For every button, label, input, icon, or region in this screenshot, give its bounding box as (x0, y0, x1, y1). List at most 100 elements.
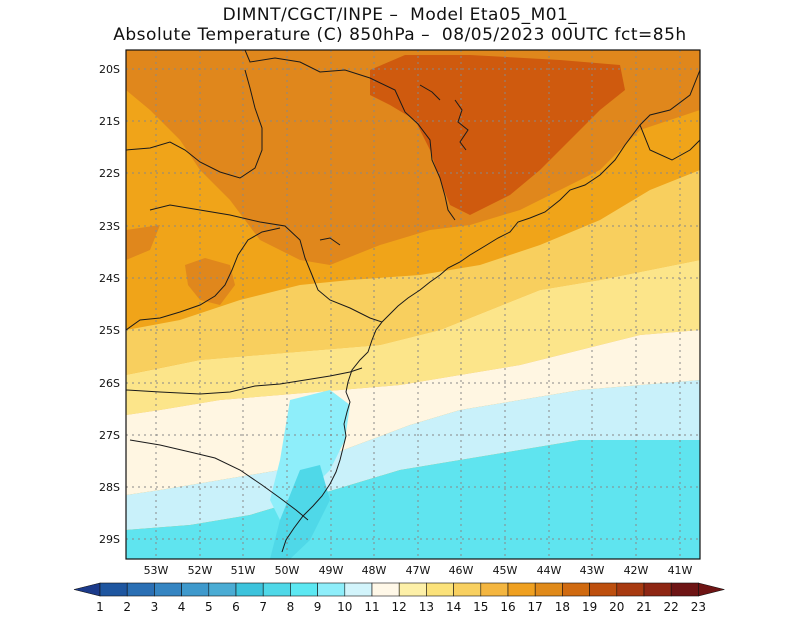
colorbar-label: 3 (151, 600, 159, 614)
colorbar-label: 14 (446, 600, 461, 614)
colorbar-label: 23 (691, 600, 706, 614)
lat-label: 23S (99, 220, 120, 233)
colorbar-segment (371, 582, 400, 597)
lon-label: 52W (188, 564, 213, 577)
border-sp-pr (149, 204, 383, 323)
border-pr-sc (126, 367, 363, 395)
colorbar-label: 13 (419, 600, 434, 614)
colorbar-segment (670, 582, 699, 597)
field-11c (126, 380, 700, 530)
coastline-and-borders (126, 50, 700, 553)
border-ms-pr (126, 227, 281, 331)
colorbar-segment (154, 582, 182, 597)
colorbar-label: 10 (337, 600, 352, 614)
colorbar-arrow-high (698, 582, 725, 597)
lon-label: 46W (449, 564, 474, 577)
reservoir-3 (319, 237, 341, 246)
border-sc-rs (129, 439, 309, 521)
border-mg-sp (244, 50, 456, 221)
colorbar-arrow-low (73, 582, 101, 597)
colorbar-label: 9 (314, 600, 322, 614)
border-west (126, 69, 263, 179)
lon-label: 51W (231, 564, 256, 577)
lon-label: 49W (319, 564, 344, 577)
colorbar-segment (426, 582, 454, 597)
chart-title-line-1: DIMNT/CGCT/INPE – Model Eta05_M01_ (222, 5, 578, 25)
latitude-axis: 20S 21S 22S 23S 24S 25S 26S 27S 28S 29S (99, 63, 120, 546)
colorbar-segment (317, 582, 346, 597)
colorbar-segment (480, 582, 509, 597)
colorbar-segment (181, 582, 210, 597)
colorbar-label: 19 (582, 600, 597, 614)
colorbar-label: 8 (287, 600, 295, 614)
field-12c (126, 330, 700, 495)
colorbar-label: 6 (232, 600, 240, 614)
coastline (281, 69, 700, 553)
lat-label: 22S (99, 167, 120, 180)
lon-label: 41W (668, 564, 693, 577)
colorbar: 1 2 3 4 5 6 7 8 9 10 11 12 13 14 15 16 17 18 19 20 21 22 23 (73, 582, 725, 614)
colorbar-segment (290, 582, 318, 597)
lat-label: 28S (99, 481, 120, 494)
colorbar-segment (99, 582, 128, 597)
lon-label: 43W (580, 564, 605, 577)
colorbar-label: 15 (473, 600, 488, 614)
colorbar-label: 21 (636, 600, 651, 614)
lat-label: 25S (99, 324, 120, 337)
temperature-field (126, 50, 700, 559)
longitude-axis: 53W 52W 51W 50W 49W 48W 47W 46W 45W 44W … (144, 564, 693, 577)
field-18c-west (185, 258, 235, 305)
colorbar-label: 12 (392, 600, 407, 614)
lat-label: 24S (99, 272, 120, 285)
colorbar-segment (534, 582, 563, 597)
lon-label: 45W (493, 564, 518, 577)
colorbar-segment (507, 582, 536, 597)
field-13c (126, 260, 700, 415)
colorbar-segment (126, 582, 155, 597)
colorbar-segment (235, 582, 264, 597)
colorbar-label: 22 (664, 600, 679, 614)
field-18c-west2 (126, 225, 160, 260)
graticule (126, 50, 700, 559)
colorbar-label: 2 (123, 600, 131, 614)
colorbar-label: 18 (555, 600, 570, 614)
colorbar-segment (398, 582, 427, 597)
lat-label: 26S (99, 377, 120, 390)
colorbar-segment (208, 582, 237, 597)
lon-label: 47W (406, 564, 431, 577)
colorbar-label: 16 (500, 600, 515, 614)
reservoir-2 (419, 84, 441, 101)
field-19c (370, 55, 625, 215)
lon-label: 42W (624, 564, 649, 577)
lon-label: 50W (275, 564, 300, 577)
chart-title-line-2: Absolute Temperature (C) 850hPa – 08/05/… (113, 25, 687, 45)
lat-label: 27S (99, 429, 120, 442)
reservoir-1 (454, 99, 469, 151)
colorbar-label: 5 (205, 600, 213, 614)
map-frame (125, 49, 701, 560)
colorbar-segment (562, 582, 590, 597)
colorbar-segment (616, 582, 645, 597)
colorbar-label: 11 (364, 600, 379, 614)
colorbar-segment (262, 582, 291, 597)
colorbar-label: 20 (609, 600, 624, 614)
colorbar-label: 1 (96, 600, 104, 614)
lon-label: 53W (144, 564, 169, 577)
colorbar-segment (344, 582, 373, 597)
lat-label: 21S (99, 115, 120, 128)
colorbar-label: 17 (528, 600, 543, 614)
lon-label: 48W (362, 564, 387, 577)
colorbar-label: 4 (178, 600, 186, 614)
field-8c (270, 465, 330, 559)
border-rj-es (639, 124, 700, 161)
lat-label: 20S (99, 63, 120, 76)
colorbar-segment (643, 582, 672, 597)
lon-label: 44W (537, 564, 562, 577)
colorbar-segment (589, 582, 618, 597)
field-9c (126, 440, 700, 559)
colorbar-label: 7 (259, 600, 267, 614)
colorbar-segment (453, 582, 482, 597)
field-15c (126, 170, 700, 375)
lat-label: 29S (99, 533, 120, 546)
